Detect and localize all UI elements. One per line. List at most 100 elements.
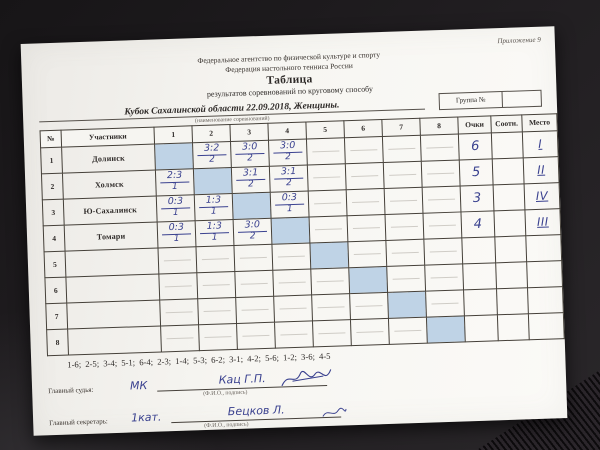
- secretary-label: Главный секретарь:: [49, 416, 108, 427]
- judge-row: Главный судья: МК Кац Г.П.: [48, 359, 551, 395]
- handwritten-score: 3:1: [242, 166, 259, 179]
- place-cell: IV: [524, 182, 560, 210]
- ratio-cell: [493, 183, 525, 211]
- handwritten-match-points: 1: [172, 207, 179, 218]
- ratio-cell: [495, 261, 528, 289]
- handwritten-match-points: 1: [171, 181, 178, 192]
- handwritten-total-points: 4: [473, 216, 483, 233]
- empty-score-cell: [347, 239, 387, 268]
- ratio-cell: [493, 209, 526, 237]
- empty-score-cell: [384, 212, 424, 240]
- handwritten-match-points: 1: [286, 203, 293, 214]
- score-cell: 0:3 1: [157, 220, 196, 248]
- empty-score-cell: [425, 289, 465, 317]
- empty-score-cell: [198, 322, 238, 351]
- diagonal-cell: [348, 265, 388, 294]
- empty-score-cell: [271, 242, 311, 270]
- empty-score-cell: [346, 187, 385, 216]
- empty-score-cell: [344, 136, 384, 164]
- empty-score-cell: [423, 237, 463, 265]
- empty-score-cell: [422, 211, 462, 239]
- score-cell: 3:0 2: [230, 139, 270, 168]
- points-cell: [461, 236, 496, 264]
- place-cell: [527, 286, 564, 314]
- row-number: 6: [44, 276, 67, 304]
- handwritten-place: IV: [535, 188, 549, 203]
- handwritten-score: 3:1: [280, 165, 297, 178]
- points-cell: 5: [459, 158, 494, 186]
- empty-score-cell: [233, 243, 273, 271]
- header-number: №: [40, 129, 62, 148]
- results-table: № Участники 1 2 3 4 5 6 7 8 Очки Соотн. Место 1 Долин…: [40, 113, 565, 356]
- empty-score-cell: [307, 163, 347, 191]
- handwritten-match-points: 2: [284, 151, 292, 162]
- handwritten-score: 3:0: [279, 139, 296, 152]
- place-cell: II: [523, 156, 560, 184]
- points-cell: [462, 262, 497, 290]
- diagonal-cell: [387, 290, 427, 318]
- handwritten-score: 3:0: [241, 140, 258, 153]
- empty-score-cell: [197, 296, 237, 325]
- diagonal-cell: [193, 167, 233, 195]
- score-cell: 3:0 2: [233, 217, 272, 245]
- empty-score-cell: [422, 185, 461, 213]
- row-number: 4: [43, 224, 66, 252]
- group-number-box: Группа №: [438, 89, 542, 110]
- participant-name: Холмск: [62, 169, 157, 199]
- header-round-7: 7: [381, 117, 421, 137]
- empty-score-cell: [386, 264, 426, 292]
- header-round-6: 6: [343, 119, 383, 138]
- empty-score-cell: [160, 324, 200, 352]
- empty-score-cell: [312, 319, 352, 347]
- empty-score-cell: [306, 137, 346, 165]
- place-cell: [525, 234, 562, 262]
- score-cell: 2:3 1: [155, 168, 195, 196]
- secretary-handwritten-note: 1кат.: [130, 410, 162, 425]
- empty-score-cell: [309, 215, 348, 243]
- empty-score-cell: [383, 160, 423, 188]
- handwritten-place: II: [536, 162, 546, 177]
- judge-name: Кац Г.П.: [218, 371, 266, 387]
- row-number: 1: [40, 146, 63, 174]
- empty-score-cell: [349, 291, 389, 320]
- empty-score-cell: [234, 269, 274, 297]
- secretary-name: Бецков Л.: [227, 402, 285, 418]
- header-ratio: Соотн.: [490, 114, 523, 133]
- group-value-field: [502, 90, 540, 106]
- empty-score-cell: [420, 133, 460, 161]
- ratio-cell: [496, 287, 529, 315]
- participant-name: [65, 273, 160, 303]
- points-cell: 3: [460, 184, 494, 212]
- empty-score-cell: [235, 295, 275, 323]
- form-content: Приложение 9 Федеральное агентство по фи…: [21, 26, 568, 435]
- empty-score-cell: [345, 162, 385, 190]
- header-round-4: 4: [267, 121, 307, 140]
- handwritten-score: 0:3: [168, 221, 185, 233]
- diagonal-cell: [154, 142, 194, 170]
- handwritten-score: 3:2: [203, 142, 220, 154]
- score-cell: 3:0 2: [268, 138, 308, 166]
- handwritten-match-points: 2: [247, 178, 254, 189]
- handwritten-total-points: 5: [471, 164, 481, 181]
- place-cell: [526, 260, 563, 288]
- empty-score-cell: [388, 316, 428, 344]
- header-round-8: 8: [419, 116, 459, 135]
- ratio-cell: [497, 313, 530, 341]
- score-cell: 1:3 1: [194, 193, 234, 221]
- empty-score-cell: [311, 293, 351, 321]
- handwritten-score: 0:3: [167, 195, 184, 207]
- place-cell: [528, 312, 565, 340]
- judge-signature-line: Кац Г.П.: [156, 366, 332, 392]
- judge-signature: [281, 368, 332, 386]
- handwritten-score: 2:3: [166, 169, 183, 181]
- score-cell: 0:3 1: [270, 190, 310, 218]
- score-cell: 3:1 2: [231, 165, 271, 194]
- ratio-cell: [491, 131, 524, 159]
- empty-score-cell: [385, 238, 425, 266]
- score-cell: 3:1 2: [269, 164, 309, 192]
- empty-score-cell: [421, 159, 461, 187]
- handwritten-place: III: [536, 214, 549, 229]
- handwritten-match-points: 2: [285, 177, 292, 188]
- points-cell: 6: [458, 132, 493, 160]
- participant-name: Ю-Сахалинск: [63, 195, 158, 225]
